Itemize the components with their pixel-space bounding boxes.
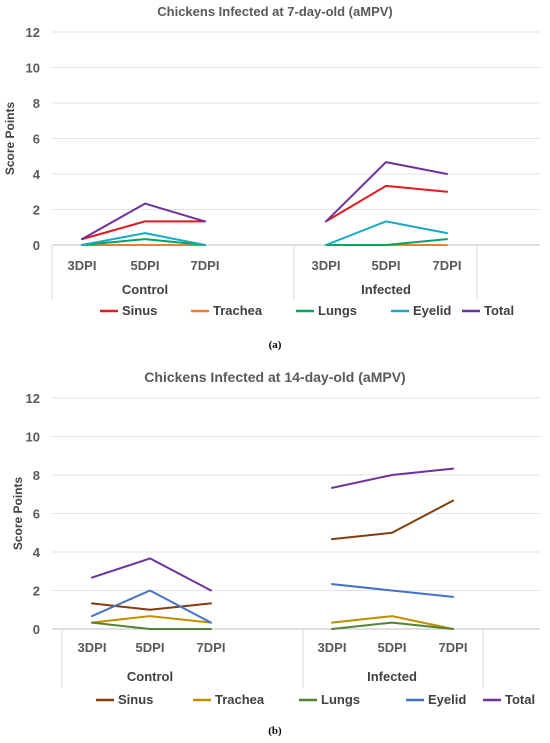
x-tick-label: 3DPI bbox=[312, 258, 341, 273]
x-tick-label: 5DPI bbox=[131, 258, 160, 273]
y-tick-label: 0 bbox=[33, 622, 40, 637]
panel-label: (b) bbox=[268, 725, 282, 737]
y-tick-label: 0 bbox=[33, 238, 40, 253]
y-tick-label: 4 bbox=[33, 167, 41, 182]
legend-entry: Sinus bbox=[118, 692, 153, 707]
series-line-total bbox=[325, 161, 448, 223]
group-label: Control bbox=[127, 669, 173, 684]
series-line-lungs bbox=[325, 238, 448, 246]
y-tick-label: 8 bbox=[33, 468, 40, 483]
chart-a: Chickens Infected at 7-day-old (aMPV) 0 2 4… bbox=[3, 4, 540, 351]
series-line-total bbox=[91, 557, 212, 592]
y-tick-label: 10 bbox=[26, 430, 40, 445]
series-line-lungs bbox=[91, 621, 212, 630]
legend-entry: Eyelid bbox=[413, 303, 451, 318]
x-tick-label: 5DPI bbox=[378, 640, 407, 655]
group-label: Infected bbox=[361, 282, 411, 297]
y-axis-label: Score Points bbox=[11, 477, 25, 551]
legend-entry: Total bbox=[505, 692, 535, 707]
y-tick-label: 12 bbox=[26, 391, 40, 406]
chart-title: Chickens Infected at 14-day-old (aMPV) bbox=[144, 369, 405, 385]
legend-entry: Total bbox=[484, 303, 514, 318]
group-label: Infected bbox=[367, 669, 417, 684]
y-tick-label: 10 bbox=[26, 61, 40, 76]
x-tick-label: 5DPI bbox=[372, 258, 401, 273]
series-line-lungs bbox=[331, 621, 454, 630]
panel-label: (a) bbox=[269, 339, 282, 351]
x-tick-label: 3DPI bbox=[68, 258, 97, 273]
y-tick-label: 4 bbox=[33, 545, 41, 560]
series-line-eyelid bbox=[91, 589, 212, 624]
y-tick-label: 2 bbox=[33, 584, 40, 599]
legend-entry: Lungs bbox=[321, 692, 360, 707]
y-tick-label: 2 bbox=[33, 203, 40, 218]
group-label: Control bbox=[122, 282, 168, 297]
legend-entry: Eyelid bbox=[428, 692, 466, 707]
series-line-eyelid bbox=[81, 232, 206, 246]
series-line-sinus bbox=[81, 220, 206, 241]
x-tick-label: 7DPI bbox=[191, 258, 220, 273]
legend-entry: Lungs bbox=[318, 303, 357, 318]
legend-entry: Trachea bbox=[215, 692, 265, 707]
x-tick-label: 7DPI bbox=[197, 640, 226, 655]
x-tick-label: 7DPI bbox=[433, 258, 462, 273]
series-line-eyelid bbox=[325, 220, 448, 246]
y-tick-label: 6 bbox=[33, 132, 40, 147]
x-tick-label: 3DPI bbox=[78, 640, 107, 655]
series-line-trachea bbox=[331, 615, 454, 630]
chart-b: Chickens Infected at 14-day-old (aMPV) 0 2… bbox=[11, 369, 540, 737]
y-tick-label: 6 bbox=[33, 507, 40, 522]
series-line-sinus bbox=[331, 499, 454, 541]
legend-entry: Trachea bbox=[213, 303, 263, 318]
y-tick-label: 12 bbox=[26, 25, 40, 40]
chart-title: Chickens Infected at 7-day-old (aMPV) bbox=[157, 4, 393, 19]
series-line-sinus bbox=[325, 184, 448, 223]
series-line-eyelid bbox=[331, 583, 454, 598]
series-line-trachea bbox=[91, 615, 212, 624]
y-axis-label: Score Points bbox=[3, 102, 17, 176]
x-tick-label: 3DPI bbox=[318, 640, 347, 655]
x-tick-label: 7DPI bbox=[439, 640, 468, 655]
y-tick-label: 8 bbox=[33, 96, 40, 111]
series-line-total bbox=[81, 202, 206, 241]
series-line-lungs bbox=[81, 238, 206, 246]
series-line-sinus bbox=[91, 602, 212, 611]
series-line-total bbox=[331, 467, 454, 489]
legend-entry: Sinus bbox=[122, 303, 157, 318]
x-tick-label: 5DPI bbox=[136, 640, 165, 655]
